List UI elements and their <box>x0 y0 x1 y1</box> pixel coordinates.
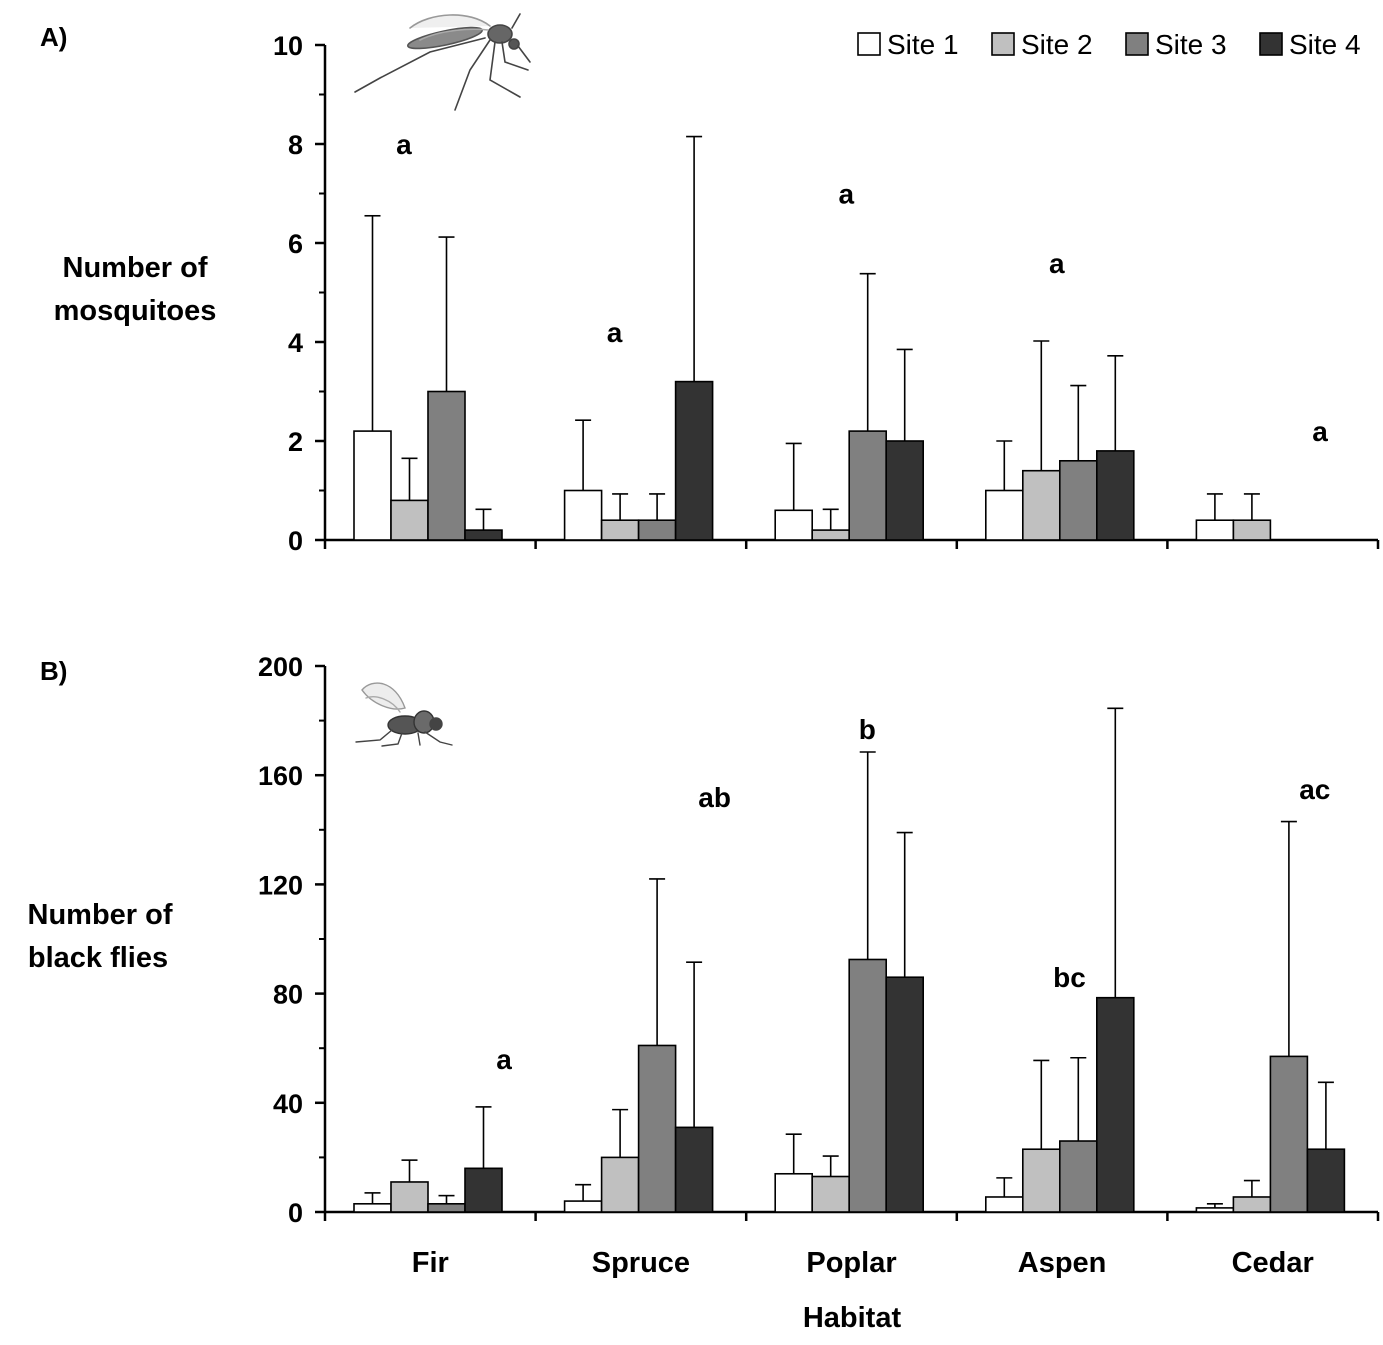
significance-label: a <box>838 179 854 210</box>
legend-swatch <box>991 32 1015 56</box>
panel-b-ylabel-line2: black flies <box>28 942 168 974</box>
legend: Site 1 Site 2 Site 3 Site 4 <box>857 29 1361 60</box>
x-category-label: Poplar <box>806 1247 896 1279</box>
y-tick-label: 80 <box>273 980 303 1010</box>
black-fly-icon <box>355 682 453 747</box>
panel-a-label: A) <box>40 22 67 52</box>
bar <box>774 509 814 541</box>
legend-swatch <box>1259 32 1283 56</box>
legend-label: Site 4 <box>1289 29 1361 60</box>
y-tick-label: 200 <box>258 652 303 682</box>
x-axis-title: Habitat <box>803 1302 902 1334</box>
bar <box>848 430 888 541</box>
significance-label: b <box>859 714 876 745</box>
bar <box>600 1156 640 1213</box>
bar <box>674 380 714 541</box>
significance-label: a <box>396 129 412 160</box>
y-tick-label: 40 <box>273 1089 303 1119</box>
bar <box>637 1044 677 1213</box>
y-tick-label: 120 <box>258 870 303 900</box>
panel-a-ylabel-line1: Number of <box>63 252 208 284</box>
bar <box>1021 469 1061 541</box>
panel-a-ylabel-line2: mosquitoes <box>54 295 217 327</box>
bar <box>390 499 429 541</box>
legend-swatch <box>1125 32 1149 56</box>
bar <box>984 489 1024 541</box>
mosquito-icon <box>354 13 531 111</box>
significance-label: a <box>607 317 623 348</box>
bar <box>464 529 503 541</box>
significance-label: ab <box>698 782 731 813</box>
significance-label: bc <box>1053 962 1086 993</box>
bar <box>1096 450 1135 541</box>
significance-label: a <box>1049 248 1065 279</box>
bar <box>427 390 466 541</box>
panel-b-axes: 0 40 80 120 160 200 <box>258 652 1380 1228</box>
bar <box>427 1203 466 1213</box>
bar <box>1232 1196 1272 1213</box>
x-category-label: Spruce <box>592 1247 690 1279</box>
legend-label: Site 2 <box>1021 29 1093 60</box>
bar <box>1096 996 1135 1213</box>
bar <box>563 1200 603 1213</box>
legend-label: Site 1 <box>887 29 959 60</box>
panel-b-ylabel-line1: Number of <box>28 899 173 931</box>
y-tick-label: 0 <box>288 1198 303 1228</box>
bar <box>1195 1207 1235 1213</box>
bar <box>1232 519 1272 541</box>
x-category-label: Cedar <box>1232 1247 1314 1279</box>
panel-a-bars: a a a a a <box>353 129 1328 541</box>
bar <box>1195 519 1235 541</box>
y-tick-label: 6 <box>288 229 303 259</box>
legend-label: Site 3 <box>1155 29 1227 60</box>
y-tick-label: 2 <box>288 427 303 457</box>
bar <box>885 976 925 1213</box>
x-category-label: Aspen <box>1018 1247 1107 1279</box>
panel-a: A) Number of mosquitoes Site 1 Site 2 Site… <box>40 13 1380 556</box>
bar <box>1021 1148 1061 1213</box>
bar <box>984 1196 1024 1213</box>
bar <box>774 1172 814 1213</box>
y-tick-label: 8 <box>288 130 303 160</box>
bar <box>1306 1148 1346 1213</box>
y-tick-label: 4 <box>288 328 303 358</box>
bar <box>390 1181 429 1213</box>
bar <box>1269 1055 1309 1213</box>
significance-label: a <box>1312 416 1328 447</box>
panel-b-bars: a ab b bc ac <box>353 707 1346 1213</box>
bar <box>674 1126 714 1213</box>
bar <box>353 430 392 541</box>
bar <box>637 519 677 541</box>
significance-label: a <box>496 1044 512 1075</box>
y-tick-label: 0 <box>288 526 303 556</box>
bar <box>848 958 888 1213</box>
bar <box>353 1203 392 1213</box>
bar <box>811 529 851 541</box>
legend-swatch <box>857 32 881 56</box>
bar <box>885 440 925 541</box>
panel-b-label: B) <box>40 656 67 686</box>
x-axis-categories: Fir Spruce Poplar Aspen Cedar <box>412 1247 1314 1279</box>
x-category-label: Fir <box>412 1247 449 1279</box>
bar <box>600 519 640 541</box>
bar <box>563 489 603 541</box>
y-tick-label: 160 <box>258 761 303 791</box>
bar <box>1059 1140 1098 1213</box>
bar <box>464 1167 503 1213</box>
panel-b: B) Number of black flies 04080120160200 … <box>28 652 1380 1334</box>
significance-label: ac <box>1299 774 1330 805</box>
bar <box>1059 459 1098 541</box>
bar <box>811 1175 851 1213</box>
y-tick-label: 10 <box>273 31 303 61</box>
